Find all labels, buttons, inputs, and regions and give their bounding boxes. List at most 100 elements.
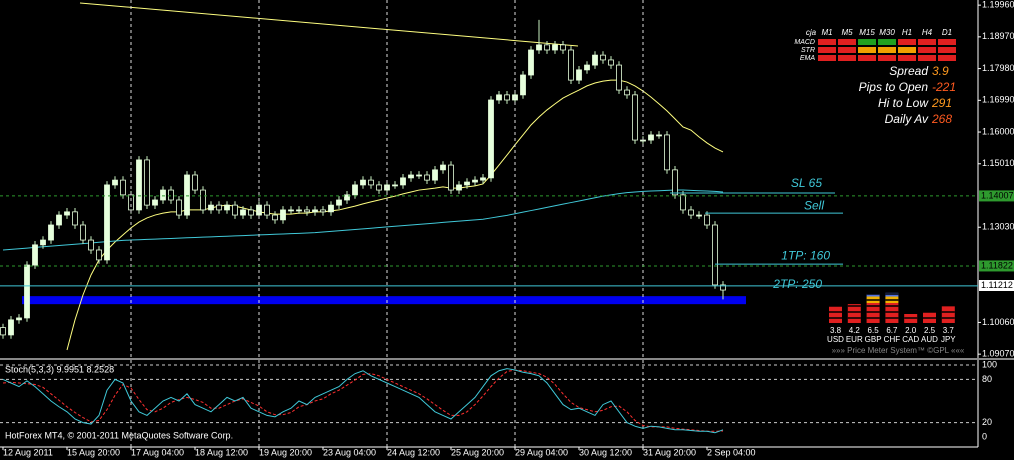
stat-value: -221 [932,80,956,94]
candle-body [224,204,230,211]
candle-body [248,209,254,216]
x-tick-label: 19 Aug 20:00 [259,447,312,457]
signal-cell [838,39,856,45]
copyright: HotForex MT4, © 2001-2011 MetaQuotes Sof… [5,430,233,440]
candle-body [680,194,686,211]
candle-body [168,189,174,201]
candle-body [536,44,542,51]
y-tick-label: 1.09070 [982,349,1014,359]
x-tick-label: 31 Aug 20:00 [643,447,696,457]
candle-body [712,224,718,286]
meter-currency: CAD [902,335,919,344]
signal-cell [838,47,856,53]
candle-body [328,204,334,213]
x-tick-label: 25 Aug 20:00 [451,447,504,457]
timeframe-label: M5 [841,28,853,37]
candle-body [448,164,454,191]
candle-body [296,209,302,212]
signal-cell [918,47,936,53]
candle-body [288,209,294,212]
signal-cell [898,47,916,53]
signal-cell [938,55,956,61]
candle-body [88,239,94,251]
x-tick-label: 17 Aug 04:00 [131,447,184,457]
candle-body [96,249,102,261]
candle-body [128,194,134,211]
candle-body [304,209,310,213]
meter-bar [829,305,842,323]
candle-body [312,209,318,213]
trend-line [79,2,579,47]
candle-body [584,64,590,71]
stat-value: 268 [931,112,952,126]
signal-cell [938,47,956,53]
meter-value: 3.8 [830,326,842,335]
meter-bar [847,304,861,323]
candle-body [488,99,494,179]
candle-body [424,174,430,181]
candle-body [72,211,78,226]
meter-currency: JPY [941,335,956,344]
price-marker-label: 1.14007 [981,190,1014,200]
timeframe-label: M1 [821,28,832,37]
candle-body [120,179,126,196]
stat-value: 291 [931,96,952,110]
signal-cell [878,55,896,61]
x-tick-label: 24 Aug 12:00 [387,447,440,457]
candle-body [232,204,238,216]
stoch-tick-label: 100 [982,359,997,369]
meter-currency: CHF [884,335,901,344]
candle-body [208,204,214,211]
signal-cell [878,39,896,45]
price-marker [979,280,1014,292]
candle-body [504,94,510,101]
candle-body [112,179,118,186]
candle-body [40,239,46,246]
price-marker-label: 1.11212 [981,280,1013,290]
candle-body [8,319,14,336]
stat-label: Pips to Open [859,80,929,94]
candle-body [464,181,470,186]
meter-currency: GBP [865,335,882,344]
candle-body [336,199,342,206]
x-tick-label: 2 Sep 04:00 [707,447,756,457]
meter-bar [941,306,955,323]
candle-body [560,44,566,51]
candle-body [160,189,166,201]
candle-body [56,214,62,226]
y-tick-label: 1.18970 [982,31,1014,41]
candle-body [176,199,182,216]
candle-body [192,174,198,191]
level-label: SL 65 [791,176,822,190]
candle-body [496,94,502,101]
y-tick-label: 1.10060 [982,317,1014,327]
candle-body [136,159,142,211]
candle-body [440,164,446,171]
price-marker [979,260,1014,272]
signal-cell [918,39,936,45]
candle-body [624,89,630,96]
stoch-tick-label: 20 [982,417,992,427]
candle-body [392,184,398,187]
signal-cell [898,55,916,61]
candle-body [376,184,382,191]
candle-body [32,244,38,266]
candle-body [576,69,582,81]
stoch-title: Stoch(5,3,3) 9.9951 8.2528 [5,364,114,374]
candle-body [632,94,638,141]
candle-body [280,209,286,221]
candle-body [368,179,374,186]
row-label: MACD [794,39,815,46]
candle-body [200,189,206,211]
candle-body [600,54,606,61]
candle-body [408,174,414,179]
signal-cell [818,47,836,53]
candle-body [24,264,30,319]
x-tick-label: 23 Aug 04:00 [323,447,376,457]
y-tick-label: 1.19960 [982,0,1014,10]
candle-body [456,184,462,191]
candle-body [48,224,54,241]
candle-body [664,134,670,171]
signal-cell [858,47,876,53]
